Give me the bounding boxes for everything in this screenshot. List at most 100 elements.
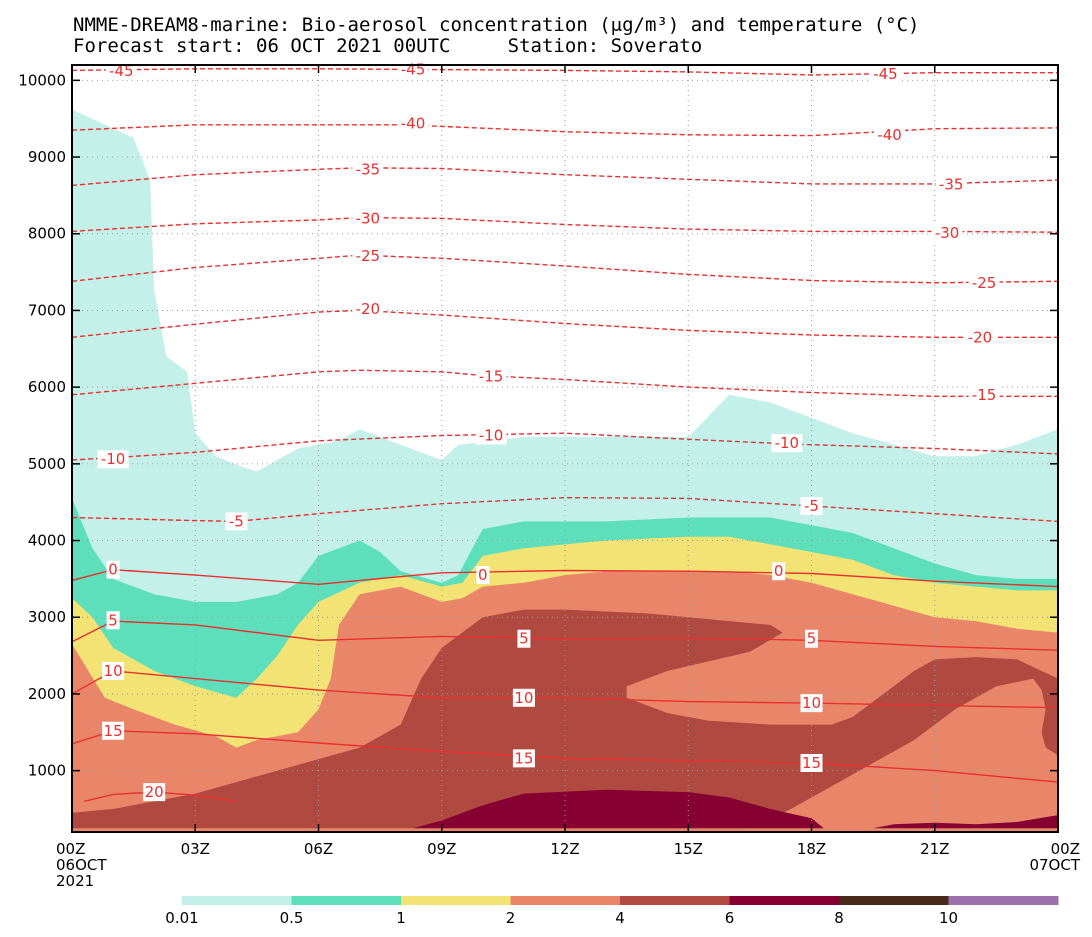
contour-label-5-0: 5 — [108, 611, 118, 629]
contour-label-bg-11-0 — [102, 661, 125, 680]
contour-label-5-2: 5 — [807, 630, 817, 648]
legend-labels: 0.01 0.5 1 2 4 6 8 10 — [165, 909, 958, 927]
x-tick-label-8-1: 07OCT — [1029, 856, 1080, 874]
contour-label-bg-2-0 — [352, 160, 384, 179]
temperature-contour--35 — [72, 167, 1058, 187]
legend-swatch-0 — [182, 896, 292, 905]
legend-swatch-1 — [291, 896, 402, 905]
contour-label--35-0: -35 — [356, 160, 381, 178]
contour-label-10-2: 10 — [802, 694, 821, 712]
legend-label-2: 1 — [396, 909, 406, 927]
contour-label--10-1: -10 — [479, 426, 504, 444]
contour-label-bg-6-1 — [968, 385, 1000, 404]
x-tick-label-8-0: 00Z — [1051, 840, 1080, 858]
y-tick-label-1000: 1000 — [28, 762, 66, 780]
legend-label-4: 4 — [615, 909, 625, 927]
temperature-contour--40 — [72, 124, 1058, 137]
contour-label--45-0: -45 — [109, 62, 134, 80]
x-tick-label-0-2: 2021 — [56, 872, 94, 890]
contour-label-bg-9-1 — [476, 566, 490, 585]
temperature-labels: -45 -45 -45-40-40-35-35-30-30-25-25-20-20-… — [97, 61, 1000, 802]
temperature-contour--25 — [72, 254, 1058, 284]
contour-label-bg-1-0 — [397, 114, 429, 133]
temperature-contour--30 — [72, 216, 1058, 233]
x-tick-label-0-0: 00Z — [56, 840, 85, 858]
y-axis: 1000200030004000500060007000800090001000… — [18, 71, 1058, 780]
contour-label-bg-3-1 — [931, 223, 963, 242]
temperature-contour-10 — [72, 670, 1058, 709]
legend-label-0: 0.01 — [165, 909, 198, 927]
contour-label-15-0: 15 — [104, 722, 123, 740]
y-tick-label-3000: 3000 — [28, 608, 66, 626]
x-tick-label-1-0: 03Z — [181, 840, 210, 858]
contour-label-bg-4-0 — [352, 246, 384, 265]
contour-label-bg-7-0 — [97, 450, 129, 469]
contour-label-bg-10-1 — [517, 629, 531, 648]
temperature-contour--5 — [72, 496, 1058, 523]
contour-label-bg-13-0 — [143, 783, 166, 802]
contour-label--10-0: -10 — [101, 450, 126, 468]
contour-label-bg-8-0 — [225, 512, 248, 531]
concentration-region-6 — [873, 815, 1058, 829]
temperature-contour-5 — [72, 620, 1058, 651]
contour-label--30-1: -30 — [935, 224, 960, 242]
contour-label-bg-1-1 — [874, 125, 906, 144]
temperature-contour-15 — [72, 730, 1058, 783]
legend-label-5: 6 — [725, 909, 735, 927]
temperature-contour--20 — [72, 309, 1058, 338]
contour-label-bg-12-0 — [102, 721, 125, 740]
legend-label-7: 10 — [939, 909, 958, 927]
x-tick-label-7-0: 21Z — [920, 840, 949, 858]
contour-label-bg-5-0 — [352, 299, 384, 318]
legend-swatch-3 — [510, 896, 621, 905]
contour-label-bg-12-1 — [512, 749, 535, 768]
contour-label--40-1: -40 — [877, 126, 902, 144]
contour-label-0-1: 0 — [478, 566, 488, 584]
contour-label-bg-10-0 — [106, 611, 120, 630]
legend-swatch-2 — [401, 896, 511, 905]
contour-label-bg-4-1 — [968, 273, 1000, 292]
contour-label-bg-7-1 — [475, 426, 507, 445]
chart-title: NMME-DREAM8-marine: Bio-aerosol concentr… — [73, 14, 920, 36]
x-tick-label-5-0: 15Z — [674, 840, 703, 858]
contour-label-0-0: 0 — [108, 561, 118, 579]
contour-label--45-2: -45 — [873, 65, 898, 83]
x-tick-label-0-1: 06OCT — [56, 856, 107, 874]
contour-label-bg-7-2 — [771, 434, 803, 453]
x-tick-label-3-0: 09Z — [427, 840, 456, 858]
y-tick-label-4000: 4000 — [28, 532, 66, 550]
x-tick-label-2-0: 06Z — [304, 840, 333, 858]
contour-label-10-1: 10 — [514, 689, 533, 707]
y-tick-label-7000: 7000 — [28, 301, 66, 319]
y-tick-label-5000: 5000 — [28, 455, 66, 473]
contour-label-20-0: 20 — [145, 783, 164, 801]
x-tick-label-6-0: 18Z — [797, 840, 826, 858]
contour-label--25-0: -25 — [356, 247, 381, 265]
contour-label--5-1: -5 — [804, 497, 819, 515]
legend-swatch-6 — [839, 896, 949, 905]
contour-label-bg-11-1 — [512, 688, 535, 707]
y-tick-label-6000: 6000 — [28, 378, 66, 396]
x-tick-label-4-0: 12Z — [550, 840, 579, 858]
contour-label--20-1: -20 — [968, 328, 993, 346]
contour-label-bg-9-0 — [106, 560, 120, 579]
contour-label--5-0: -5 — [229, 512, 244, 530]
contour-label--35-1: -35 — [939, 176, 964, 194]
y-tick-label-9000: 9000 — [28, 148, 66, 166]
contour-label-bg-3-0 — [352, 209, 384, 228]
contour-label-10-0: 10 — [104, 662, 123, 680]
legend-label-6: 8 — [834, 909, 844, 927]
contour-label--40-0: -40 — [401, 114, 426, 132]
contour-label-bg-11-2 — [800, 694, 823, 713]
contour-label--10-2: -10 — [775, 434, 800, 452]
contour-label-bg-0-0 — [105, 62, 137, 81]
y-tick-label-10000: 10000 — [18, 71, 66, 89]
legend-swatch-7 — [948, 896, 1059, 905]
contour-label-15-1: 15 — [514, 749, 533, 767]
contour-label-bg-10-2 — [805, 629, 818, 648]
y-tick-label-8000: 8000 — [28, 225, 66, 243]
contour-label-bg-8-1 — [800, 497, 823, 516]
